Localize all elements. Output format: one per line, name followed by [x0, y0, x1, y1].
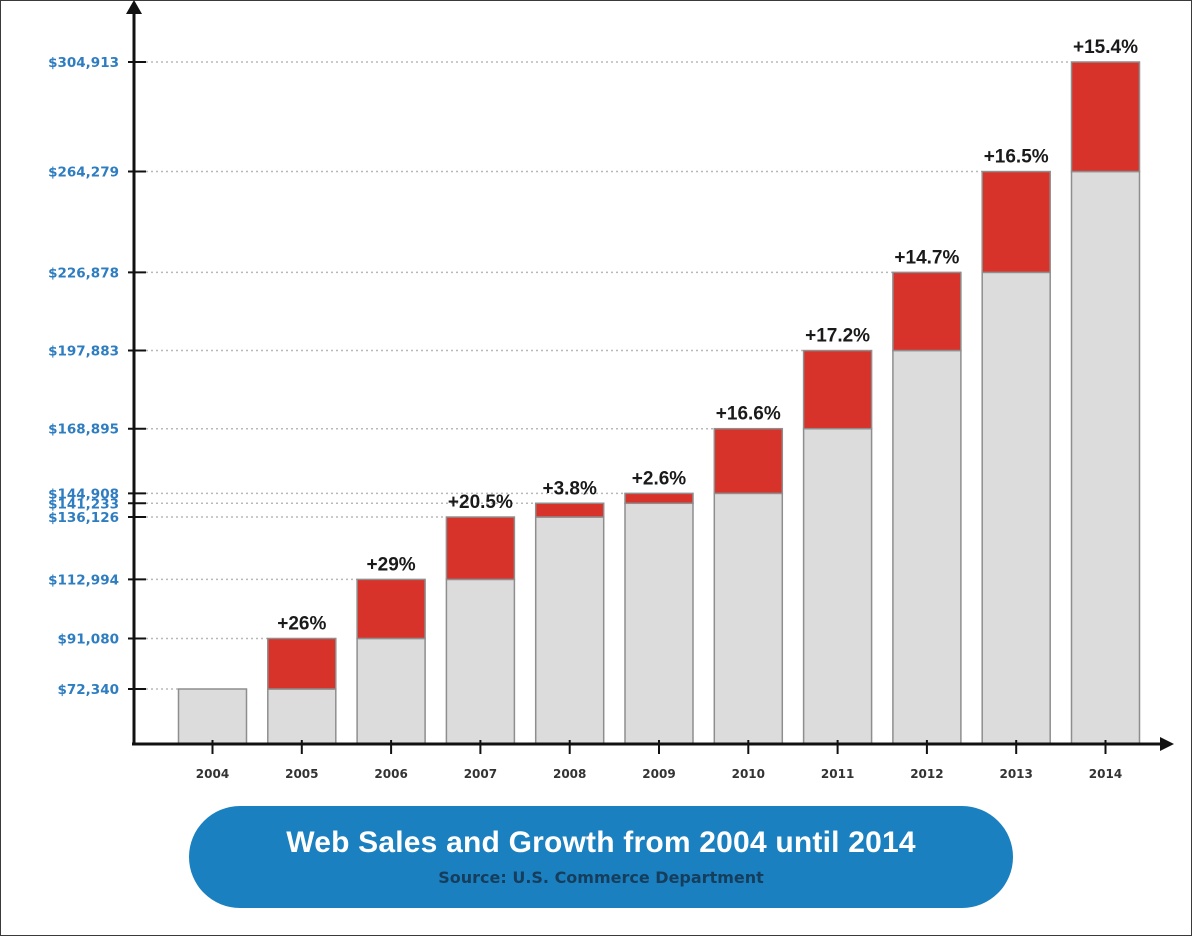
- growth-label: +17.2%: [805, 326, 870, 347]
- y-tick-label: $72,340: [58, 682, 120, 698]
- bar-base: [981, 271, 1051, 745]
- bar-growth: [624, 492, 694, 505]
- y-tick-labels: $72,340$91,080$112,994$136,126$141,233$1…: [48, 55, 146, 698]
- x-tick-label: 2009: [642, 767, 675, 781]
- y-axis-arrow: [126, 0, 142, 14]
- y-tick-label: $304,913: [48, 55, 119, 71]
- bar-base: [267, 688, 337, 745]
- growth-label: +26%: [277, 613, 326, 634]
- x-tick-label: 2008: [553, 767, 586, 781]
- bar-growth: [534, 502, 605, 518]
- y-tick-label: $112,994: [48, 572, 119, 588]
- axes: [126, 0, 1174, 751]
- bar-base: [624, 502, 694, 745]
- growth-label: +15.4%: [1073, 37, 1138, 58]
- x-tick-label: 2005: [285, 767, 318, 781]
- bars: [177, 61, 1141, 745]
- x-tick-labels: 2004 2005 2006 2007 2008 2009 2010 2011 2012 2013…: [196, 740, 1122, 781]
- y-tick-label: $264,279: [48, 165, 119, 181]
- x-tick-label: 2006: [374, 767, 407, 781]
- x-tick-label: 2012: [910, 767, 943, 781]
- x-tick-label: 2011: [821, 767, 854, 781]
- bar-growth: [1070, 61, 1141, 173]
- growth-label: +29%: [367, 554, 416, 575]
- bar-growth: [802, 349, 873, 430]
- x-tick-label: 2014: [1089, 767, 1122, 781]
- growth-label: +14.7%: [894, 247, 959, 268]
- gridlines: [146, 61, 1072, 690]
- y-tick-label: $91,080: [58, 631, 120, 647]
- bar-growth: [981, 170, 1051, 274]
- y-tick-label: $141,233: [48, 496, 119, 512]
- x-tick-label: 2013: [999, 767, 1032, 781]
- title-banner: Web Sales and Growth from 2004 until 201…: [189, 806, 1013, 908]
- x-tick-label: 2007: [464, 767, 497, 781]
- growth-label: +20.5%: [448, 492, 513, 513]
- bar-growth: [713, 427, 784, 495]
- y-tick-label: $144,908: [48, 486, 119, 502]
- y-tick-label: $226,878: [48, 265, 119, 281]
- bar-base: [1070, 170, 1141, 745]
- bar-growth: [356, 578, 426, 640]
- growth-label: +16.6%: [716, 404, 781, 425]
- x-axis-arrow: [1160, 737, 1174, 751]
- bar-base: [802, 427, 873, 745]
- bar-base: [713, 492, 784, 745]
- bar-base: [177, 688, 248, 745]
- bar-base: [534, 516, 605, 745]
- bar-growth: [445, 516, 516, 581]
- x-tick-label: 2010: [732, 767, 765, 781]
- bar-base: [356, 637, 426, 745]
- growth-label: +2.6%: [632, 468, 687, 489]
- bar-base: [445, 578, 516, 745]
- growth-label: +3.8%: [542, 478, 597, 499]
- bar-base: [892, 349, 962, 745]
- bar-growth: [267, 637, 337, 690]
- growth-labels: +26% +29% +20.5% +3.8% +2.6% +16.6% +17.2% +14.…: [277, 37, 1138, 634]
- growth-label: +16.5%: [984, 147, 1049, 168]
- chart-source: Source: U.S. Commerce Department: [438, 868, 764, 887]
- y-tick-label: $197,883: [48, 344, 119, 360]
- y-tick-label: $136,126: [48, 510, 119, 526]
- chart-title: Web Sales and Growth from 2004 until 201…: [286, 826, 916, 859]
- y-tick-label: $168,895: [48, 422, 119, 438]
- x-tick-label: 2004: [196, 767, 229, 781]
- bar-growth: [892, 271, 962, 352]
